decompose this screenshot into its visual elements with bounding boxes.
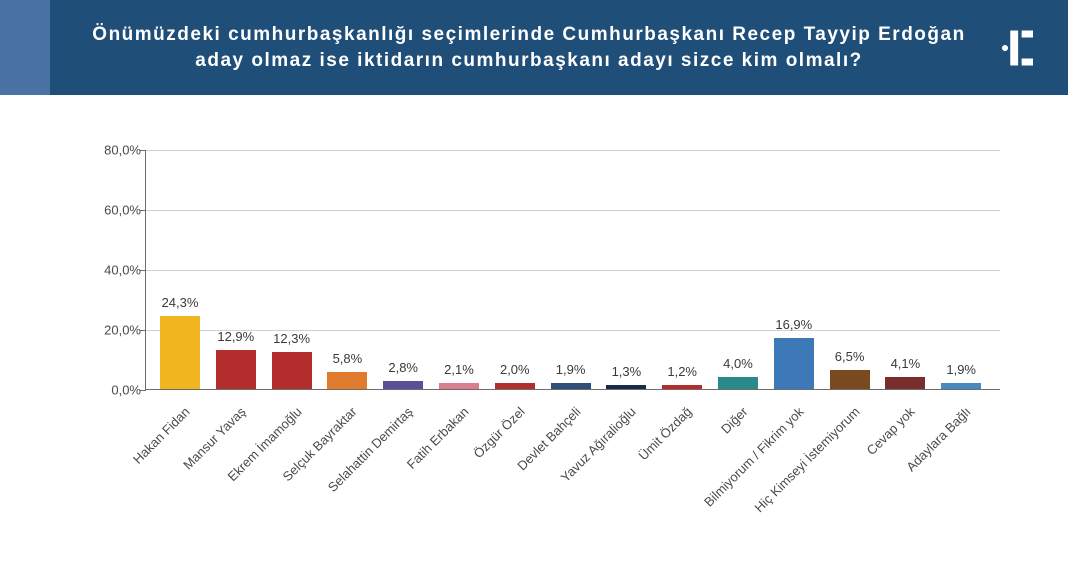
bar-slot: 1,9% xyxy=(551,149,591,389)
bar-slot: 5,8% xyxy=(327,149,367,389)
bar-slot: 2,1% xyxy=(439,149,479,389)
y-tick-label: 40,0% xyxy=(96,263,141,278)
bar xyxy=(327,372,367,389)
x-tick-label: Hakan Fidan xyxy=(62,404,182,524)
bar-value-label: 2,0% xyxy=(483,362,547,377)
bar-value-label: 6,5% xyxy=(818,349,882,364)
header-main: Önümüzdeki cumhurbaşkanlığı seçimlerinde… xyxy=(50,0,1068,95)
bar xyxy=(216,350,256,389)
bar xyxy=(830,370,870,390)
bar-slot: 6,5% xyxy=(830,149,870,389)
bar-slot: 4,1% xyxy=(885,149,925,389)
bar-value-label: 1,9% xyxy=(539,362,603,377)
bar-value-label: 16,9% xyxy=(762,317,826,332)
y-tick-label: 80,0% xyxy=(96,143,141,158)
bar xyxy=(606,385,646,389)
bar-value-label: 12,9% xyxy=(204,329,268,344)
bar xyxy=(718,377,758,389)
bar xyxy=(160,316,200,389)
bar-slot: 2,0% xyxy=(495,149,535,389)
bar-slot: 12,9% xyxy=(216,149,256,389)
y-tick-label: 0,0% xyxy=(96,383,141,398)
y-tick-label: 20,0% xyxy=(96,323,141,338)
bar-value-label: 12,3% xyxy=(260,331,324,346)
bar-value-label: 5,8% xyxy=(315,351,379,366)
bar-chart: 0,0%20,0%40,0%60,0%80,0%24,3%Hakan Fidan… xyxy=(95,135,1000,525)
bar-slot: 1,9% xyxy=(941,149,981,389)
bar-value-label: 1,2% xyxy=(650,364,714,379)
bar-slot: 12,3% xyxy=(272,149,312,389)
bar xyxy=(551,383,591,389)
bar xyxy=(774,338,814,389)
bar-value-label: 1,3% xyxy=(594,364,658,379)
plot-area: 0,0%20,0%40,0%60,0%80,0%24,3%Hakan Fidan… xyxy=(145,150,1000,390)
bar-slot: 1,2% xyxy=(662,149,702,389)
bar-value-label: 1,9% xyxy=(929,362,993,377)
bar-value-label: 2,1% xyxy=(427,362,491,377)
bar xyxy=(662,385,702,389)
chart-header: Önümüzdeki cumhurbaşkanlığı seçimlerinde… xyxy=(0,0,1068,95)
y-tick-label: 60,0% xyxy=(96,203,141,218)
bar-value-label: 4,1% xyxy=(873,356,937,371)
bar-value-label: 24,3% xyxy=(148,295,212,310)
bar-slot: 4,0% xyxy=(718,149,758,389)
bar xyxy=(885,377,925,389)
bar xyxy=(439,383,479,389)
chart-title: Önümüzdeki cumhurbaşkanlığı seçimlerinde… xyxy=(70,22,988,73)
header-accent-block xyxy=(0,0,50,95)
bar-slot: 16,9% xyxy=(774,149,814,389)
bar-slot: 1,3% xyxy=(606,149,646,389)
bar-slot: 2,8% xyxy=(383,149,423,389)
bar-value-label: 4,0% xyxy=(706,356,770,371)
brand-logo-icon xyxy=(995,24,1043,72)
bar-slot: 24,3% xyxy=(160,149,200,389)
bar xyxy=(383,381,423,389)
bar xyxy=(495,383,535,389)
bar-value-label: 2,8% xyxy=(371,360,435,375)
bar xyxy=(941,383,981,389)
bar xyxy=(272,352,312,389)
